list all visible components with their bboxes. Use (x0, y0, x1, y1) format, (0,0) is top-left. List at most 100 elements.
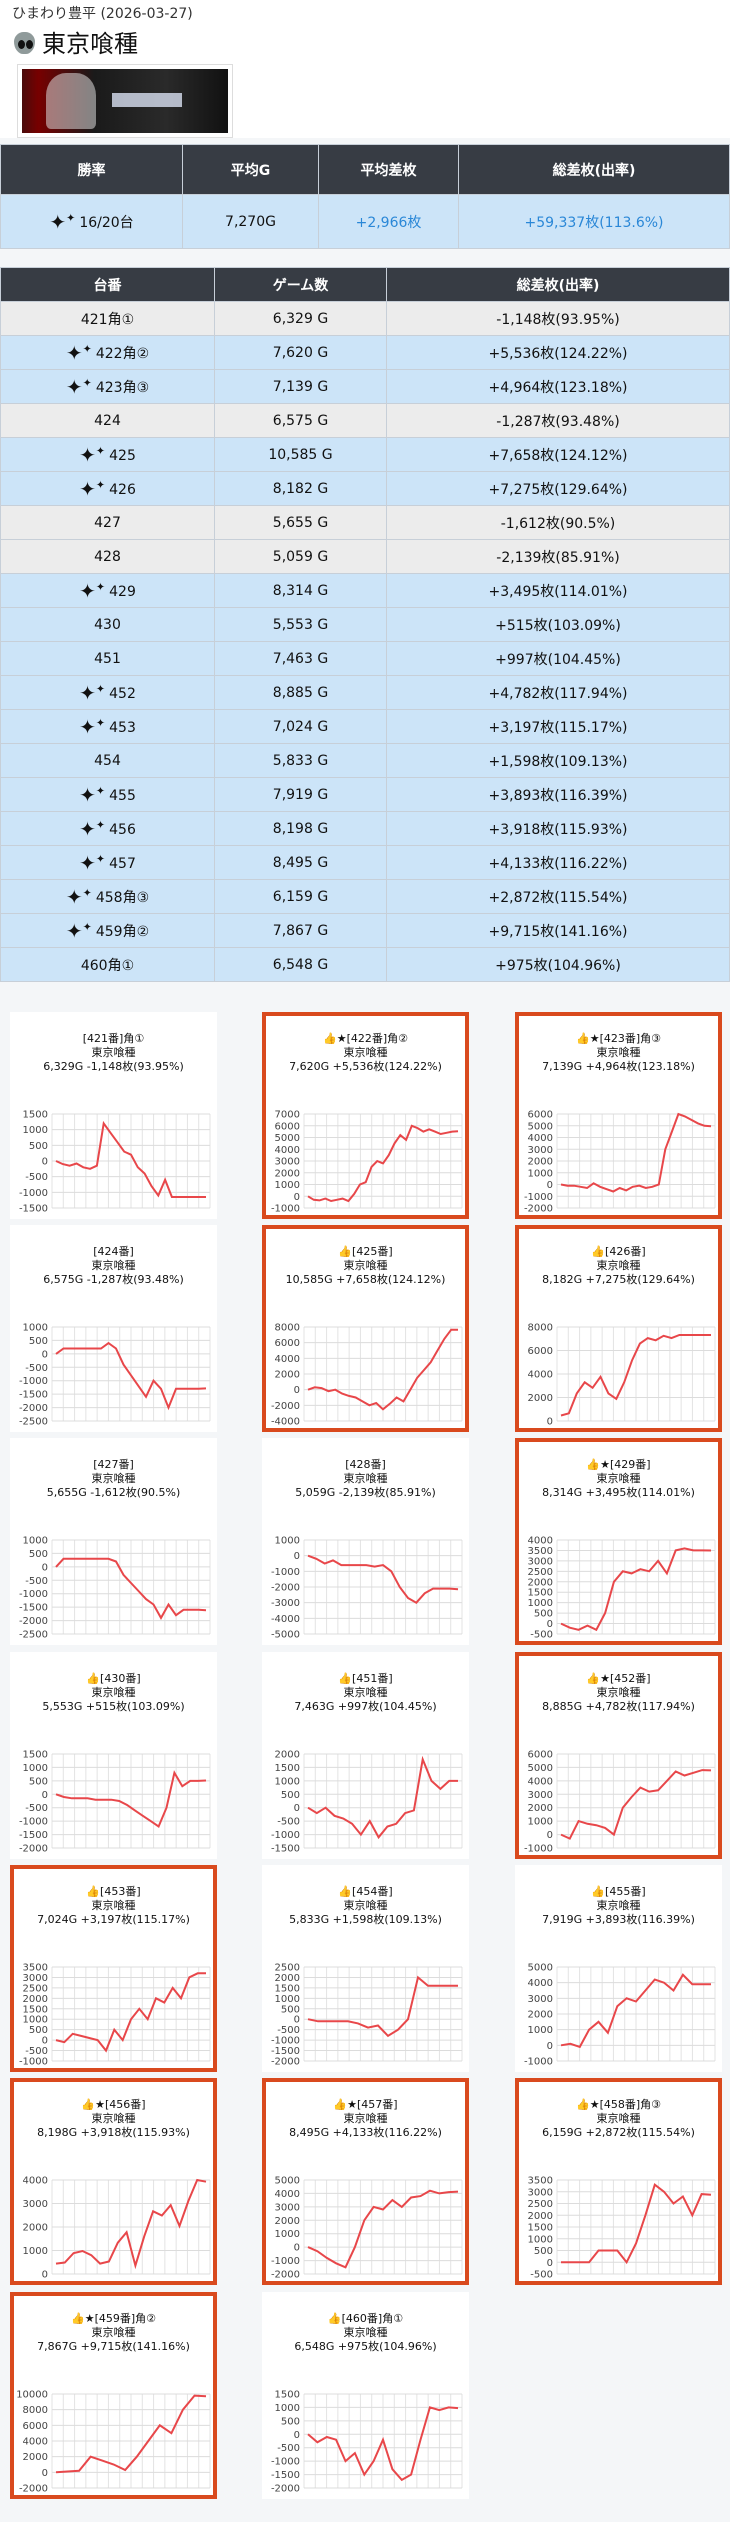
machine-number-cell: 460角① (0, 947, 215, 982)
y-tick-label: 2000 (275, 1973, 300, 1984)
line-chart: 6000 5000 4000 3000 2000 1000 0 -1000 (524, 1750, 716, 1855)
slot-chart-card[interactable]: 👍[454番] 東京喰種 5,833G +1,598枚(109.13%) 2500 20… (262, 1865, 469, 2072)
slot-chart-card[interactable]: 👍[425番] 東京喰種 10,585G +7,658枚(124.12%) 8000 6… (262, 1225, 469, 1432)
line-chart: 5000 4000 3000 2000 1000 0 -1000 (524, 1963, 716, 2068)
line-chart: 1000 500 0 -500 -1000 -1500 -2000 -2500 (19, 1536, 211, 1641)
slot-chart-card[interactable]: 👍★[423番]角③ 東京喰種 7,139G +4,964枚(123.18%) 600… (515, 1012, 722, 1219)
slot-chart-card[interactable]: 👍★[459番]角② 東京喰種 7,867G +9,715枚(141.16%) 100… (10, 2292, 217, 2499)
y-tick-label: 500 (29, 1336, 48, 1347)
chart-title: 👍★[457番] (333, 2098, 398, 2111)
table-row: 424 6,575 G -1,287枚(93.48%) (0, 403, 730, 438)
table-row: ✦✦ 426 8,182 G +7,275枚(129.64%) (0, 471, 730, 506)
slot-chart-card[interactable]: 👍★[452番] 東京喰種 8,885G +4,782枚(117.94%) 6000 5… (515, 1652, 722, 1859)
diff-cell: +3,918枚(115.93%) (386, 811, 730, 846)
slot-chart-card[interactable]: [428番] 東京喰種 5,059G -2,139枚(85.91%) 1000 0 -10… (262, 1438, 469, 1645)
line-chart: 1500 1000 500 0 -500 -1000 -1500 (19, 1110, 211, 1215)
table-row: ✦✦ 458角③ 6,159 G +2,872枚(115.54%) (0, 879, 730, 914)
chart-title: 👍★[452番] (586, 1672, 651, 1685)
y-tick-label: 0 (294, 2015, 300, 2026)
slot-chart-card[interactable]: 👍[455番] 東京喰種 7,919G +3,893枚(116.39%) 5000 40… (515, 1865, 722, 2072)
chart-machine-name: 東京喰種 (343, 1686, 388, 1699)
y-tick-label: 6000 (528, 1346, 553, 1357)
slot-chart-card[interactable]: [427番] 東京喰種 5,655G -1,612枚(90.5%) 1000 500 0 -… (10, 1438, 217, 1645)
diff-cell: +2,872枚(115.54%) (386, 879, 730, 914)
slot-chart-card[interactable]: 👍★[422番]角② 東京喰種 7,620G +5,536枚(124.22%) 700… (262, 1012, 469, 1219)
y-tick-label: 500 (534, 1609, 553, 1620)
slot-chart-card[interactable]: 👍★[429番] 東京喰種 8,314G +3,495枚(114.01%) 4000 3… (515, 1438, 722, 1645)
machine-banner-image[interactable] (17, 64, 233, 138)
star-icon: ★ (600, 1458, 610, 1471)
y-tick-label: 0 (547, 1619, 553, 1630)
chart-stats: 7,919G +3,893枚(116.39%) (542, 1913, 695, 1926)
chart-title: 👍★[422番]角② (322, 1032, 409, 1045)
thumbs-up-icon: 👍 (81, 2098, 96, 2111)
y-tick-label: 4000 (528, 1536, 553, 1547)
chart-machine-name: 東京喰種 (343, 1259, 388, 1272)
y-tick-label: 500 (281, 2004, 300, 2015)
y-tick-label: -500 (25, 1172, 48, 1183)
y-tick-label: 1000 (275, 2403, 300, 2414)
data-line (560, 1769, 712, 1840)
y-tick-label: 500 (29, 1776, 48, 1787)
diff-cell: -1,148枚(93.95%) (386, 301, 730, 336)
table-row: ✦✦ 429 8,314 G +3,495枚(114.01%) (0, 573, 730, 608)
y-tick-label: -1500 (271, 2470, 300, 2481)
line-chart: 5000 4000 3000 2000 1000 0 -1000 -2000 (271, 2176, 463, 2281)
thumbs-up-icon: 👍 (586, 1672, 601, 1685)
chart-stats: 7,867G +9,715枚(141.16%) (37, 2340, 190, 2353)
chart-title: [427番] (93, 1458, 134, 1471)
games-cell: 8,495 G (214, 845, 387, 880)
y-tick-label: -1000 (271, 1567, 300, 1578)
chart-machine-name: 東京喰種 (343, 2112, 388, 2125)
games-cell: 8,885 G (214, 675, 387, 710)
y-tick-label: -1500 (19, 1830, 48, 1841)
slot-chart-card[interactable]: 👍★[456番] 東京喰種 8,198G +3,918枚(115.93%) 4000 3… (10, 2078, 217, 2285)
slot-chart-card[interactable]: 👍★[458番]角③ 東京喰種 6,159G +2,872枚(115.54%) 350… (515, 2078, 722, 2285)
slot-chart-card[interactable]: 👍★[457番] 東京喰種 8,495G +4,133枚(116.22%) 5000 4… (262, 2078, 469, 2285)
slot-chart-card[interactable]: 👍[451番] 東京喰種 7,463G +997枚(104.45%) 2000 1500… (262, 1652, 469, 1859)
y-tick-label: 1500 (23, 1750, 48, 1761)
y-tick-label: 1000 (23, 1536, 48, 1547)
slot-chart-card[interactable]: [421番]角① 東京喰種 6,329G -1,148枚(93.95%) 1500 10… (10, 1012, 217, 1219)
slot-chart-card[interactable]: [424番] 東京喰種 6,575G -1,287枚(93.48%) 1000 500 0… (10, 1225, 217, 1432)
chart-machine-name: 東京喰種 (596, 2112, 641, 2125)
y-tick-label: 3500 (528, 1546, 553, 1557)
y-tick-label: -500 (530, 2270, 553, 2281)
y-tick-label: -1000 (19, 2057, 48, 2068)
win-rate-cell: ✦✦ 16/20台 (0, 194, 183, 249)
diff-cell: +975枚(104.96%) (386, 947, 730, 982)
y-tick-label: 2000 (275, 2216, 300, 2227)
y-tick-label: 4000 (528, 1370, 553, 1381)
slot-chart-card[interactable]: 👍[453番] 東京喰種 7,024G +3,197枚(115.17%) 3500 30… (10, 1865, 217, 2072)
machine-number-cell: ✦✦ 453 (0, 709, 215, 744)
chart-title: 👍★[456番] (81, 2098, 146, 2111)
y-tick-label: 2500 (23, 1983, 48, 1994)
table-row: ✦✦ 423角③ 7,139 G +4,964枚(123.18%) (0, 369, 730, 404)
sparkle-icon: ✦✦ (49, 209, 76, 234)
y-tick-label: 5000 (275, 2176, 300, 2187)
diff-cell: +4,782枚(117.94%) (386, 675, 730, 710)
sparkle-icon: ✦✦ (79, 680, 106, 705)
line-chart: 2000 1500 1000 500 0 -500 -1000 -1500 (271, 1750, 463, 1855)
machine-title: 東京喰種 (42, 30, 138, 58)
y-tick-label: -1500 (19, 1603, 48, 1614)
data-line (561, 2183, 712, 2265)
slot-chart-card[interactable]: 👍[430番] 東京喰種 5,553G +515枚(103.09%) 1500 1000… (10, 1652, 217, 1859)
slot-chart-card[interactable]: 👍[460番]角① 東京喰種 6,548G +975枚(104.96%) 1500 10… (262, 2292, 469, 2499)
y-tick-label: 0 (42, 1157, 48, 1168)
machine-number-cell: ✦✦ 457 (0, 845, 215, 880)
y-tick-label: -5000 (271, 1630, 300, 1641)
y-tick-label: 500 (281, 2416, 300, 2427)
games-cell: 7,024 G (214, 709, 387, 744)
chart-stats: 7,024G +3,197枚(115.17%) (37, 1913, 190, 1926)
y-tick-label: -1000 (19, 1817, 48, 1828)
thumbs-up-icon: 👍 (322, 1032, 337, 1045)
chart-title: 👍★[459番]角② (70, 2312, 157, 2325)
y-tick-label: 2000 (528, 1577, 553, 1588)
y-tick-label: -1000 (271, 1830, 300, 1841)
chart-title: 👍★[429番] (586, 1458, 651, 1471)
sparkle-icon: ✦✦ (65, 884, 92, 909)
slot-chart-card[interactable]: 👍[426番] 東京喰種 8,182G +7,275枚(129.64%) 8000 60… (515, 1225, 722, 1432)
